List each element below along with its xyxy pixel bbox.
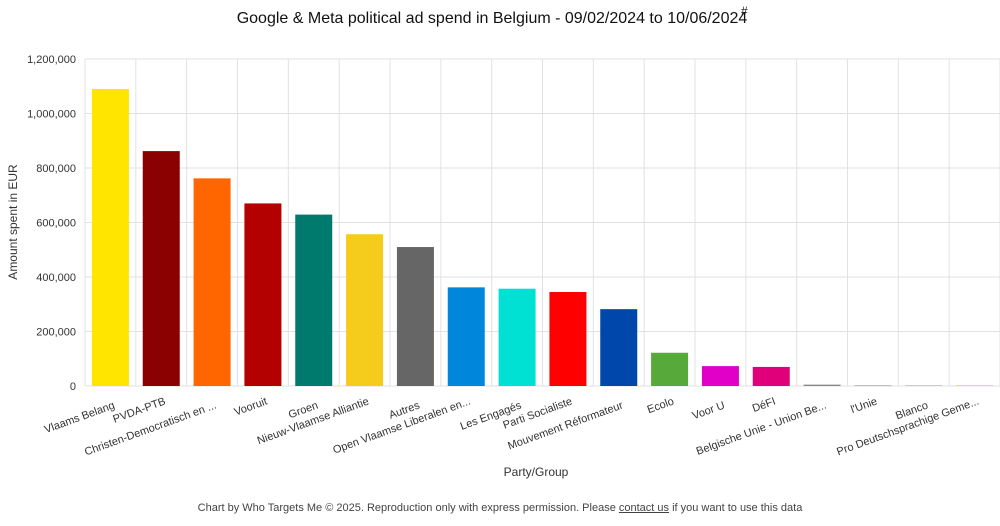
bar[interactable] <box>905 385 943 386</box>
bar[interactable] <box>498 288 536 386</box>
bar[interactable] <box>752 366 790 386</box>
y-tick-label: 1,000,000 <box>27 109 76 121</box>
x-tick-label: Voor U <box>691 400 727 423</box>
y-tick-label: 1,200,000 <box>27 54 76 66</box>
y-tick-label: 400,000 <box>36 272 76 284</box>
x-tick-label: l'Unie <box>849 396 879 417</box>
x-tick-label: Vooruit <box>233 396 269 419</box>
contact-us-link[interactable]: contact us <box>618 502 670 514</box>
chart-footer: Chart by Who Targets Me © 2025. Reproduc… <box>0 502 1000 514</box>
bar[interactable] <box>600 309 638 386</box>
footer-text: Chart by Who Targets Me © 2025. Reproduc… <box>197 502 619 514</box>
bar[interactable] <box>396 247 434 386</box>
bar[interactable] <box>447 287 485 386</box>
x-tick-label: DéFI <box>751 396 778 415</box>
y-axis-label: Amount spent in EUR <box>6 164 20 280</box>
x-tick-label: Ecolo <box>646 396 676 417</box>
x-tick-label: Vlaams Belang <box>43 400 117 437</box>
bar[interactable] <box>346 234 384 386</box>
bars-layer <box>91 88 994 386</box>
bar[interactable] <box>651 352 689 386</box>
bar[interactable] <box>142 151 180 386</box>
bar[interactable] <box>91 88 129 386</box>
footer-text-suffix: if you want to use this data <box>669 502 803 514</box>
title-footnote-marker[interactable]: # <box>741 4 748 18</box>
bar[interactable] <box>803 384 841 386</box>
bar[interactable] <box>854 385 892 386</box>
bar[interactable] <box>244 203 282 386</box>
x-axis-ticks: Vlaams BelangPVDA-PTBChristen-Democratis… <box>43 396 981 459</box>
bar[interactable] <box>956 385 994 386</box>
x-axis-label: Party/Group <box>504 465 569 479</box>
bar[interactable] <box>193 178 231 386</box>
bar[interactable] <box>295 214 333 386</box>
bar[interactable] <box>701 366 739 386</box>
y-axis-ticks: 0 200,000 400,000 600,000 800,000 1,000,000 1,… <box>27 54 76 393</box>
chart-title: Google & Meta political ad spend in Belg… <box>237 10 748 27</box>
grid-layer <box>84 58 1000 387</box>
y-tick-label: 600,000 <box>36 218 76 230</box>
y-tick-label: 800,000 <box>36 163 76 175</box>
bar[interactable] <box>549 291 587 386</box>
y-tick-label: 200,000 <box>36 327 76 339</box>
y-tick-label: 0 <box>70 381 76 393</box>
